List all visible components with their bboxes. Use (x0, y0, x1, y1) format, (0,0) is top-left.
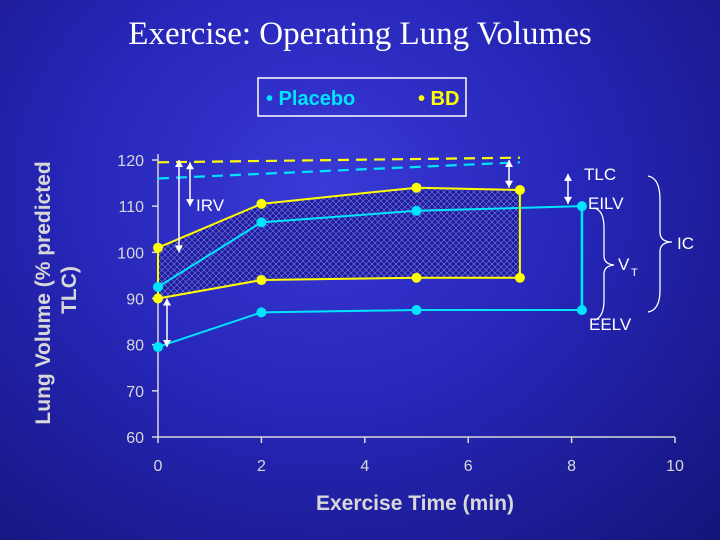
placebo-eilv-point (256, 217, 267, 228)
bd-eelv-line (157, 276, 520, 300)
y-tick-label: 100 (117, 245, 144, 262)
eelv-change-arrow-head-bottom (163, 339, 171, 347)
eilv-label: EILV (588, 194, 624, 213)
x-tick-label: 6 (464, 458, 473, 475)
y-axis-title: Lung Volume (% predicted TLC) (32, 155, 81, 424)
legend-item-bd: • BD (418, 88, 459, 110)
vt-subscript-label: T (631, 267, 638, 279)
bd-eilv-point (411, 182, 422, 193)
placebo-eelv-point (153, 341, 163, 352)
irv-arrow-placebo-head-bottom (186, 199, 194, 207)
bd-eelv-point (256, 275, 267, 286)
bd-tidal-area (158, 187, 520, 299)
placebo-eilv-point (153, 281, 163, 292)
vt-label: V (618, 255, 630, 274)
placebo-end-irv-arrow-head-top (564, 173, 572, 181)
placebo-eelv-line (157, 309, 582, 348)
annotations: IRV TLC EILV V T EELV IC (163, 160, 694, 347)
y-tick-label: 120 (117, 153, 144, 170)
plot-area: 60 70 80 90 100 110 120 0 2 4 6 8 10 IRV TLC EILV V T EEL… (117, 153, 694, 475)
placebo-eelv-point (256, 307, 267, 318)
x-tick-label: 0 (154, 458, 163, 475)
bd-end-irv-arrow-head-bottom (505, 180, 513, 188)
bd-eelv-point (514, 272, 525, 283)
x-tick-label: 2 (257, 458, 266, 475)
bd-eelv-point (411, 272, 422, 283)
placebo-eilv-point (576, 201, 587, 212)
eelv-label: EELV (589, 315, 632, 334)
y-tick-label: 90 (126, 292, 144, 309)
series-markers (153, 182, 587, 352)
x-axis-title: Exercise Time (min) (316, 492, 514, 515)
x-tick-label: 10 (666, 458, 684, 475)
x-tick-label: 4 (360, 458, 369, 475)
tidal-bands (158, 187, 520, 299)
bd-eilv-point (256, 198, 267, 209)
placebo-eelv-point (576, 305, 587, 316)
bd-eelv-point (153, 293, 163, 304)
tlc-label: TLC (584, 165, 616, 184)
y-tick-label: 80 (126, 338, 144, 355)
vt-bracket (593, 207, 615, 321)
placebo-eilv-line (157, 205, 582, 288)
irv-label: IRV (196, 196, 225, 215)
irv-arrow-bd-head-top (175, 160, 183, 167)
y-axis-title-line-2: TLC) (58, 266, 81, 314)
irv-arrow-placebo-head-top (186, 162, 194, 170)
placebo-eelv-point (411, 305, 422, 316)
bd-eilv-point (514, 185, 525, 196)
placebo-end-irv-arrow-head-bottom (564, 196, 572, 204)
y-axis-title-line-1: Lung Volume (% predicted (32, 161, 55, 424)
bd-tlc-line (157, 156, 520, 164)
legend: • Placebo • BD (257, 77, 467, 117)
placebo-tlc-line (157, 161, 520, 180)
ic-bracket (647, 175, 673, 313)
series-lines (157, 156, 584, 348)
bd-end-irv-arrow-head-top (505, 160, 513, 167)
axes: 60 70 80 90 100 110 120 0 2 4 6 8 10 (117, 153, 684, 475)
y-tick-label: 70 (126, 384, 144, 401)
legend-item-placebo: • Placebo (266, 88, 355, 110)
irv-arrow-bd-head-bottom (175, 245, 183, 253)
y-tick-label: 60 (126, 430, 144, 447)
slide-title: Exercise: Operating Lung Volumes (128, 16, 591, 52)
placebo-eilv-point (411, 205, 422, 216)
eelv-change-arrow-head-top (163, 298, 171, 306)
ic-label: IC (677, 234, 694, 253)
legend-box (257, 77, 467, 117)
x-tick-label: 8 (567, 458, 576, 475)
bd-eilv-line (157, 186, 520, 249)
bd-eilv-point (153, 242, 163, 253)
y-tick-label: 110 (118, 199, 144, 216)
